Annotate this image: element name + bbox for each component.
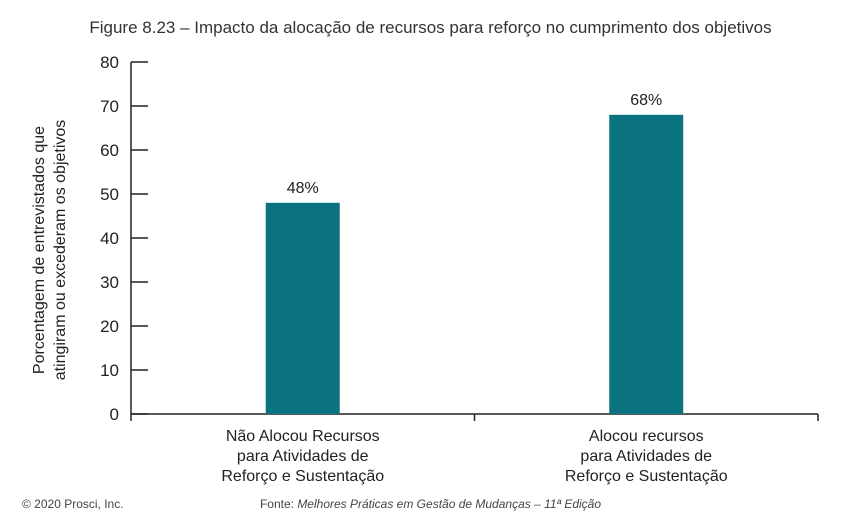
y-tick-label: 80 xyxy=(100,53,119,72)
y-tick-label: 20 xyxy=(100,317,119,336)
x-category-label: Reforço e Sustentação xyxy=(565,468,728,485)
bar xyxy=(609,114,684,415)
y-axis-title: atingiram ou excederam os objetivos xyxy=(52,120,69,381)
bar xyxy=(265,202,340,414)
y-tick-label: 70 xyxy=(100,97,119,116)
source-prefix: Fonte: xyxy=(259,497,298,511)
y-tick-label: 0 xyxy=(110,405,119,424)
data-label: 68% xyxy=(630,92,662,109)
y-tick-label: 40 xyxy=(100,229,119,248)
x-category-label: Alocou recursos xyxy=(589,428,704,445)
source-text: Fonte: Melhores Práticas em Gestão de Mu… xyxy=(0,497,861,511)
chart-title: Figure 8.23 – Impacto da alocação de rec… xyxy=(89,18,772,37)
y-tick-label: 60 xyxy=(100,141,119,160)
x-category-label: para Atividades de xyxy=(237,448,369,465)
y-tick-label: 50 xyxy=(100,185,119,204)
y-axis-title: Porcentagem de entrevistados que xyxy=(31,126,48,374)
x-category-label: Reforço e Sustentação xyxy=(221,468,384,485)
source-title: Melhores Práticas em Gestão de Mudanças … xyxy=(297,497,602,511)
copyright-text: © 2020 Prosci, Inc. xyxy=(22,497,124,511)
data-label: 48% xyxy=(287,180,319,197)
y-tick-label: 10 xyxy=(100,361,119,380)
x-category-label: Não Alocou Recursos xyxy=(226,428,380,445)
x-category-label: para Atividades de xyxy=(580,448,712,465)
y-tick-label: 30 xyxy=(100,273,119,292)
